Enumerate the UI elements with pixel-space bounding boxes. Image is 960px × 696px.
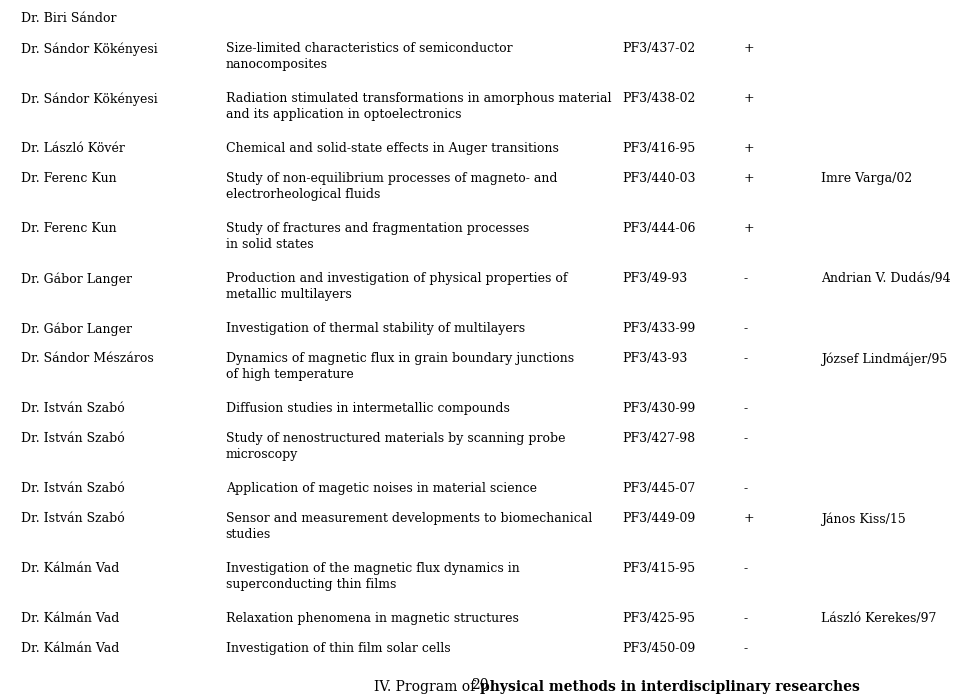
Text: superconducting thin films: superconducting thin films <box>226 578 396 591</box>
Text: -: - <box>744 612 748 625</box>
Text: PF3/440-03: PF3/440-03 <box>622 172 696 185</box>
Text: PF3/445-07: PF3/445-07 <box>622 482 695 495</box>
Text: PF3/49-93: PF3/49-93 <box>622 272 687 285</box>
Text: Dr. Kálmán Vad: Dr. Kálmán Vad <box>21 642 119 655</box>
Text: +: + <box>744 512 755 525</box>
Text: Dr. Kálmán Vad: Dr. Kálmán Vad <box>21 562 119 575</box>
Text: József Lindmájer/95: József Lindmájer/95 <box>821 352 948 365</box>
Text: -: - <box>744 642 748 655</box>
Text: Application of magetic noises in material science: Application of magetic noises in materia… <box>226 482 537 495</box>
Text: Dr. István Szabó: Dr. István Szabó <box>21 402 125 415</box>
Text: Sensor and measurement developments to biomechanical: Sensor and measurement developments to b… <box>226 512 592 525</box>
Text: Dr. István Szabó: Dr. István Szabó <box>21 512 125 525</box>
Text: Dr. István Szabó: Dr. István Szabó <box>21 482 125 495</box>
Text: studies: studies <box>226 528 271 541</box>
Text: IV. Program of: IV. Program of <box>374 680 480 694</box>
Text: PF3/425-95: PF3/425-95 <box>622 612 695 625</box>
Text: László Kerekes/97: László Kerekes/97 <box>821 612 936 625</box>
Text: and its application in optoelectronics: and its application in optoelectronics <box>226 108 461 121</box>
Text: Dr. László Kövér: Dr. László Kövér <box>21 142 125 155</box>
Text: Dr. István Szabó: Dr. István Szabó <box>21 432 125 445</box>
Text: Dr. Biri Sándor: Dr. Biri Sándor <box>21 12 116 25</box>
Text: +: + <box>744 172 755 185</box>
Text: electrorheological fluids: electrorheological fluids <box>226 188 380 201</box>
Text: microscopy: microscopy <box>226 448 298 461</box>
Text: 20: 20 <box>471 678 489 692</box>
Text: János Kiss/15: János Kiss/15 <box>821 512 905 525</box>
Text: Dr. Sándor Kökényesi: Dr. Sándor Kökényesi <box>21 92 157 106</box>
Text: PF3/438-02: PF3/438-02 <box>622 92 695 105</box>
Text: +: + <box>744 222 755 235</box>
Text: Dr. Ferenc Kun: Dr. Ferenc Kun <box>21 222 117 235</box>
Text: -: - <box>744 352 748 365</box>
Text: Dr. Gábor Langer: Dr. Gábor Langer <box>21 322 132 335</box>
Text: +: + <box>744 142 755 155</box>
Text: -: - <box>744 322 748 335</box>
Text: PF3/416-95: PF3/416-95 <box>622 142 695 155</box>
Text: Dr. Gábor Langer: Dr. Gábor Langer <box>21 272 132 285</box>
Text: -: - <box>744 432 748 445</box>
Text: Imre Varga/02: Imre Varga/02 <box>821 172 912 185</box>
Text: in solid states: in solid states <box>226 238 313 251</box>
Text: Investigation of the magnetic flux dynamics in: Investigation of the magnetic flux dynam… <box>226 562 519 575</box>
Text: -: - <box>744 272 748 285</box>
Text: Diffusion studies in intermetallic compounds: Diffusion studies in intermetallic compo… <box>226 402 510 415</box>
Text: Dr. Sándor Mészáros: Dr. Sándor Mészáros <box>21 352 154 365</box>
Text: Andrian V. Dudás/94: Andrian V. Dudás/94 <box>821 272 950 285</box>
Text: -: - <box>744 402 748 415</box>
Text: nanocomposites: nanocomposites <box>226 58 327 71</box>
Text: PF3/449-09: PF3/449-09 <box>622 512 695 525</box>
Text: PF3/433-99: PF3/433-99 <box>622 322 695 335</box>
Text: PF3/430-99: PF3/430-99 <box>622 402 695 415</box>
Text: physical methods in interdisciplinary researches: physical methods in interdisciplinary re… <box>480 680 860 694</box>
Text: Production and investigation of physical properties of: Production and investigation of physical… <box>226 272 567 285</box>
Text: Investigation of thin film solar cells: Investigation of thin film solar cells <box>226 642 450 655</box>
Text: Study of nenostructured materials by scanning probe: Study of nenostructured materials by sca… <box>226 432 565 445</box>
Text: PF3/427-98: PF3/427-98 <box>622 432 695 445</box>
Text: Radiation stimulated transformations in amorphous material: Radiation stimulated transformations in … <box>226 92 612 105</box>
Text: PF3/437-02: PF3/437-02 <box>622 42 695 55</box>
Text: Study of non-equilibrium processes of magneto- and: Study of non-equilibrium processes of ma… <box>226 172 557 185</box>
Text: -: - <box>744 562 748 575</box>
Text: PF3/444-06: PF3/444-06 <box>622 222 696 235</box>
Text: Relaxation phenomena in magnetic structures: Relaxation phenomena in magnetic structu… <box>226 612 518 625</box>
Text: Study of fractures and fragmentation processes: Study of fractures and fragmentation pro… <box>226 222 529 235</box>
Text: +: + <box>744 92 755 105</box>
Text: Chemical and solid-state effects in Auger transitions: Chemical and solid-state effects in Auge… <box>226 142 559 155</box>
Text: PF3/450-09: PF3/450-09 <box>622 642 695 655</box>
Text: Dr. Kálmán Vad: Dr. Kálmán Vad <box>21 612 119 625</box>
Text: of high temperature: of high temperature <box>226 368 353 381</box>
Text: Investigation of thermal stability of multilayers: Investigation of thermal stability of mu… <box>226 322 525 335</box>
Text: +: + <box>744 42 755 55</box>
Text: -: - <box>744 482 748 495</box>
Text: Dr. Sándor Kökényesi: Dr. Sándor Kökényesi <box>21 42 157 56</box>
Text: metallic multilayers: metallic multilayers <box>226 288 351 301</box>
Text: Size-limited characteristics of semiconductor: Size-limited characteristics of semicond… <box>226 42 513 55</box>
Text: Dr. Ferenc Kun: Dr. Ferenc Kun <box>21 172 117 185</box>
Text: PF3/415-95: PF3/415-95 <box>622 562 695 575</box>
Text: Dynamics of magnetic flux in grain boundary junctions: Dynamics of magnetic flux in grain bound… <box>226 352 574 365</box>
Text: PF3/43-93: PF3/43-93 <box>622 352 687 365</box>
